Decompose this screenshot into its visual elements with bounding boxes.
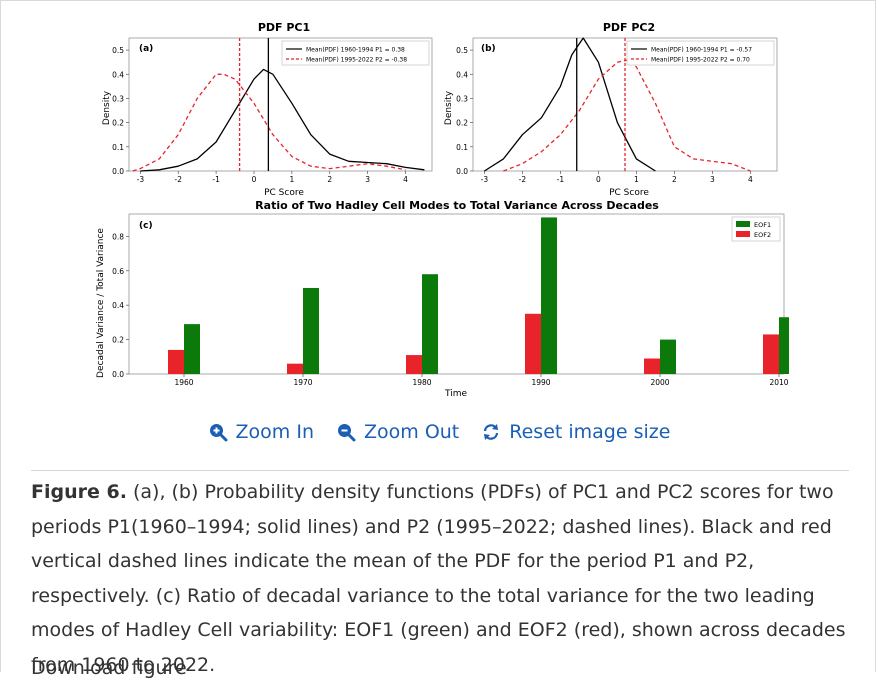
pc2-series-p1 [484,37,656,172]
zoom-out-label: Zoom Out [364,421,460,443]
bar-eof1 [184,324,200,374]
zoom-in-icon [209,424,228,442]
pc1-ytick-label: 0.5 [112,46,124,55]
bar-eof1 [422,274,438,374]
pc2-legend-entry: Mean(PDF) 1995-2022 P2 = 0.70 [651,57,750,64]
bar-legend-swatch [736,231,750,237]
bar-legend-entry: EOF1 [754,221,771,229]
pc1-legend-box [281,40,430,66]
zoom-toolbar: Zoom In Zoom Out Reset image size [1,421,877,443]
bar-ytick-label: 0.2 [112,336,124,345]
caption-divider [31,470,849,471]
bar-chart-xlabel: Time [444,389,467,399]
pc1-legend-entry: Mean(PDF) 1960-1994 P1 = 0.38 [306,47,405,54]
pc1-xtick-label: -3 [137,175,145,184]
pc2-xtick-label: 0 [596,175,601,184]
pc1-ytick-label: 0.1 [112,143,124,152]
download-figure-heading: Download figure [31,657,187,679]
bar-eof2 [525,313,541,374]
pc2-xtick-label: 3 [710,175,715,184]
pc2-xtick-label: 2 [672,175,677,184]
pc2-ytick-label: 0.3 [456,94,468,103]
pc1-series-p2 [132,73,406,172]
pc1-plot: 0.0 0.1 0.2 0.3 0.4 0.5 -3 -2 -1 0 1 2 3 4 Mean(PDF) 1… [112,37,433,184]
bar-eof1 [660,339,676,374]
pc2-ytick-label: 0.4 [456,70,468,79]
bar-eof2 [644,358,660,374]
pc2-series-p2 [503,59,751,172]
pc1-ytick-label: 0.4 [112,70,124,79]
pc2-ytick-label: 0.2 [456,119,468,128]
pc2-xtick-label: 1 [634,175,639,184]
bar-xtick-label: 1970 [293,378,312,387]
bar-legend-swatch [736,221,750,227]
pc1-xtick-label: -1 [212,175,220,184]
bar-eof1 [303,287,319,374]
bar-chart-panel-label: (c) [139,221,153,231]
bar-eof1 [541,217,557,374]
pc1-series-p1 [140,68,425,172]
pc2-xtick-label: -2 [519,175,527,184]
reset-icon [484,424,499,440]
bar-xtick-label: 2010 [769,378,788,387]
pc1-xlabel: PC Score [264,188,304,198]
figure-caption: Figure 6. (a), (b) Probability density f… [31,475,856,682]
reset-size-label: Reset image size [509,421,671,443]
bar-ytick-label: 0.4 [112,301,124,310]
bar-xtick-label: 1960 [174,378,193,387]
caption-text: (a), (b) Probability density functions (… [31,481,846,676]
pc2-ylabel: Density [444,90,454,125]
bar-eof2 [287,363,303,374]
bar-eof2 [406,355,422,374]
bar-ytick-label: 0.8 [112,232,124,241]
bar-xtick-label: 2000 [650,378,669,387]
bar-xtick-label: 1980 [412,378,431,387]
bar-eof1 [779,317,789,374]
pc2-xtick-label: -3 [481,175,489,184]
pc1-xtick-label: 0 [252,175,257,184]
pc2-plot: 0.0 0.1 0.2 0.3 0.4 0.5 -3 -2 -1 0 1 2 3 4 Mean(PDF) 1… [456,37,778,184]
pc1-legend-entry: Mean(PDF) 1995-2022 P2 = -0.38 [306,57,407,64]
zoom-in-label: Zoom In [235,421,314,443]
pc2-title: PDF PC2 [603,21,655,34]
zoom-out-button[interactable]: Zoom Out [336,421,459,443]
pc1-ytick-label: 0.2 [112,119,124,128]
bar-xtick-label: 1990 [531,378,550,387]
bar-legend-entry: EOF2 [754,231,771,239]
pc1-title: PDF PC1 [258,21,310,34]
pc2-legend-entry: Mean(PDF) 1960-1994 P1 = -0.57 [651,47,752,54]
figure-image: PDF PC1 Density (a) PC Score 0.00.10.20.… [96,21,789,399]
bar-eof2 [763,334,779,374]
pc1-ytick-label: 0.3 [112,94,124,103]
pc2-xtick-label: 4 [748,175,753,184]
pc1-xtick-label: 4 [403,175,408,184]
bar-axes-frame [128,213,785,375]
pc1-xtick-label: 1 [289,175,294,184]
pc2-panel-label: (b) [481,44,496,54]
pc1-xtick-label: 3 [365,175,370,184]
pc1-axes-frame [128,37,433,172]
caption-label: Figure 6. [31,481,127,503]
pc2-legend-box [626,40,775,66]
bar-ytick-label: 0.0 [112,370,124,379]
pc2-xlabel: PC Score [609,188,649,198]
pc2-xtick-label: -1 [557,175,565,184]
pc2-ytick-label: 0.5 [456,46,468,55]
pc1-ytick-label: 0.0 [112,167,124,176]
zoom-in-button[interactable]: Zoom In [208,421,314,443]
bar-eof2 [168,349,184,374]
pc1-ylabel: Density [102,90,112,125]
pc1-xtick-label: -2 [174,175,182,184]
pc1-xtick-label: 2 [327,175,332,184]
bar-chart-title: Ratio of Two Hadley Cell Modes to Total … [255,199,659,212]
bar-chart-plot: 0.0 0.2 0.4 0.6 0.8 1960 1970 1980 1990 2000 2010 E… [112,213,789,387]
pc2-ytick-label: 0.0 [456,167,468,176]
pc1-panel-label: (a) [139,44,153,54]
bar-chart-ylabel: Decadal Variance / Total Variance [96,228,106,378]
zoom-out-icon [338,424,356,442]
reset-size-button[interactable]: Reset image size [481,421,670,443]
pc2-ytick-label: 0.1 [456,143,468,152]
bar-ytick-label: 0.6 [112,267,124,276]
